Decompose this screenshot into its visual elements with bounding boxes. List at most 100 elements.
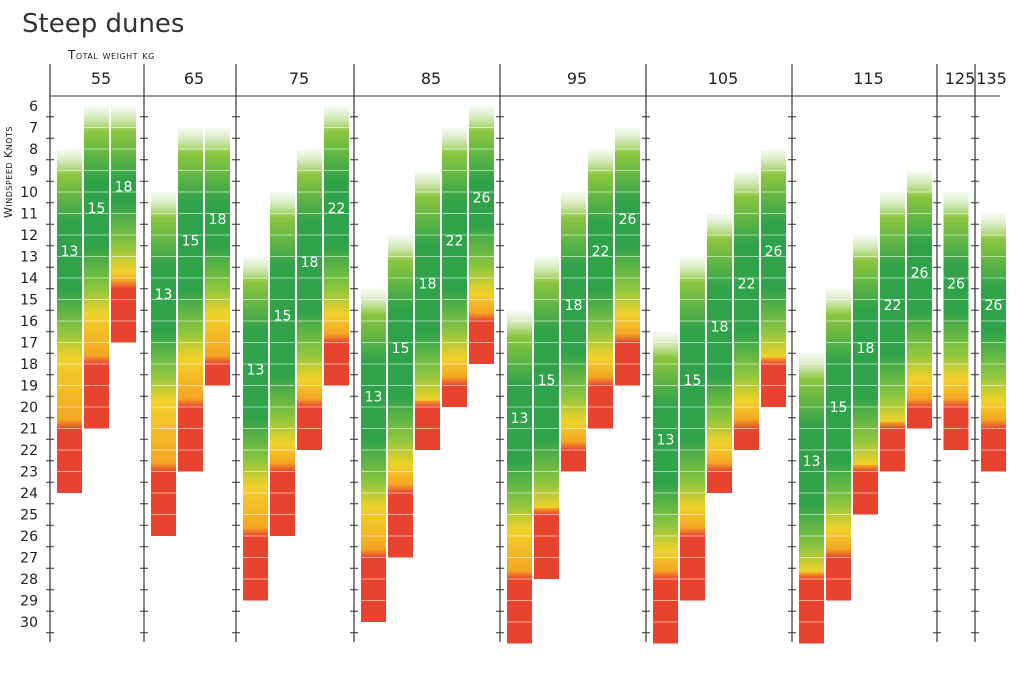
bar: 22: [442, 127, 467, 407]
bar-fill: [324, 106, 349, 386]
bar: 15: [84, 106, 109, 429]
y-tick-label: 8: [29, 142, 38, 158]
bar-size-label: 13: [803, 454, 821, 470]
bar-size-label: 13: [61, 244, 79, 260]
bar: 22: [734, 170, 759, 450]
y-tick-label: 10: [20, 185, 38, 201]
bar-fill: [507, 310, 532, 644]
y-tick-label: 21: [20, 422, 38, 438]
bar-fill: [853, 235, 878, 515]
y-tick-label: 14: [20, 271, 38, 287]
bar-fill: [653, 331, 678, 644]
bar-fill: [799, 353, 824, 644]
bar: 18: [415, 170, 440, 450]
bar: 15: [270, 192, 295, 536]
bar-fill: [111, 106, 136, 343]
group-weight-label: 75: [289, 69, 309, 88]
bar-size-label: 18: [565, 298, 583, 314]
y-tick-label: 19: [20, 379, 38, 395]
bar-fill: [880, 192, 905, 472]
bar: 26: [907, 170, 932, 429]
bar-size-label: 18: [711, 319, 729, 335]
group-weight-label: 95: [567, 69, 587, 88]
bar-size-label: 26: [947, 276, 965, 292]
y-tick-label: 20: [20, 400, 38, 416]
bar: 15: [534, 256, 559, 579]
bar-size-label: 18: [419, 276, 437, 292]
y-tick-label: 11: [20, 207, 38, 223]
bar: 22: [324, 106, 349, 386]
bar-size-label: 15: [830, 400, 848, 416]
bar-fill: [534, 256, 559, 579]
y-tick-label: 28: [20, 572, 38, 588]
bar-fill: [415, 170, 440, 450]
bar: 15: [826, 288, 851, 601]
bar: 13: [799, 353, 824, 644]
y-tick-label: 29: [20, 594, 38, 610]
y-tick-label: 18: [20, 357, 38, 373]
bar-fill: [388, 235, 413, 558]
bar-size-label: 22: [592, 244, 610, 260]
bar-size-label: 18: [857, 341, 875, 357]
bar-size-label: 15: [392, 341, 410, 357]
bar-fill: [84, 106, 109, 429]
y-axis-label: Windspeed Knots: [2, 126, 15, 218]
group-weight-label: 115: [853, 69, 884, 88]
group-weight-label: 135: [976, 69, 1007, 88]
y-tick-label: 24: [20, 486, 38, 502]
bar-size-label: 15: [182, 233, 200, 249]
bar-size-label: 26: [765, 244, 783, 260]
bar: 13: [653, 331, 678, 644]
y-tick-label: 13: [20, 250, 38, 266]
bar-size-label: 22: [738, 276, 756, 292]
bar: 18: [853, 235, 878, 515]
bar: 26: [761, 149, 786, 407]
bar-fill: [734, 170, 759, 450]
bar-size-label: 22: [328, 201, 346, 217]
group-weight-label: 125: [945, 69, 976, 88]
group-weight-label: 65: [184, 69, 204, 88]
bar: 18: [561, 192, 586, 472]
group-weight-label: 55: [91, 69, 111, 88]
axes: 6 7 8 9 10 11 12 13 14 15 16 17 18 19 20 21 22 23 24 25 26 27…: [20, 64, 1007, 642]
bar: 18: [111, 106, 136, 343]
x-axis-label: Total weight kg: [67, 48, 155, 62]
y-tick-label: 7: [29, 121, 38, 137]
bar-size-label: 26: [911, 266, 929, 282]
bar: 26: [981, 213, 1006, 472]
bar-fill: [361, 288, 386, 622]
group-weight-label: 105: [708, 69, 739, 88]
y-tick-label: 15: [20, 293, 38, 309]
bar-size-label: 13: [511, 411, 529, 427]
bar-size-label: 13: [365, 389, 383, 405]
bar: 15: [680, 256, 705, 601]
y-tick-label: 17: [20, 336, 38, 352]
y-tick-label: 22: [20, 443, 38, 459]
bar: 26: [615, 127, 640, 386]
bar-size-label: 13: [247, 362, 265, 378]
bar-size-label: 13: [155, 287, 173, 303]
bar-size-label: 18: [209, 212, 227, 228]
bar: 18: [205, 127, 230, 386]
bar-size-label: 15: [684, 373, 702, 389]
bar: 15: [178, 127, 203, 472]
bar: 22: [880, 192, 905, 472]
bar-fill: [707, 213, 732, 493]
y-tick-label: 9: [29, 164, 38, 180]
y-tick-label: 12: [20, 228, 38, 244]
y-tick-label: 27: [20, 551, 38, 567]
bar: 18: [707, 213, 732, 493]
bar: 18: [297, 149, 322, 450]
bar: 13: [507, 310, 532, 644]
bar: 26: [469, 106, 494, 364]
y-tick-label: 16: [20, 314, 38, 330]
bar-size-label: 26: [985, 298, 1003, 314]
bar: 26: [943, 192, 969, 450]
bar-size-label: 26: [619, 212, 637, 228]
group-weight-label: 85: [421, 69, 441, 88]
bar-size-label: 18: [301, 255, 319, 271]
y-tick-label: 6: [29, 99, 38, 115]
bar-size-label: 15: [88, 201, 106, 217]
bar-size-label: 26: [473, 190, 491, 206]
